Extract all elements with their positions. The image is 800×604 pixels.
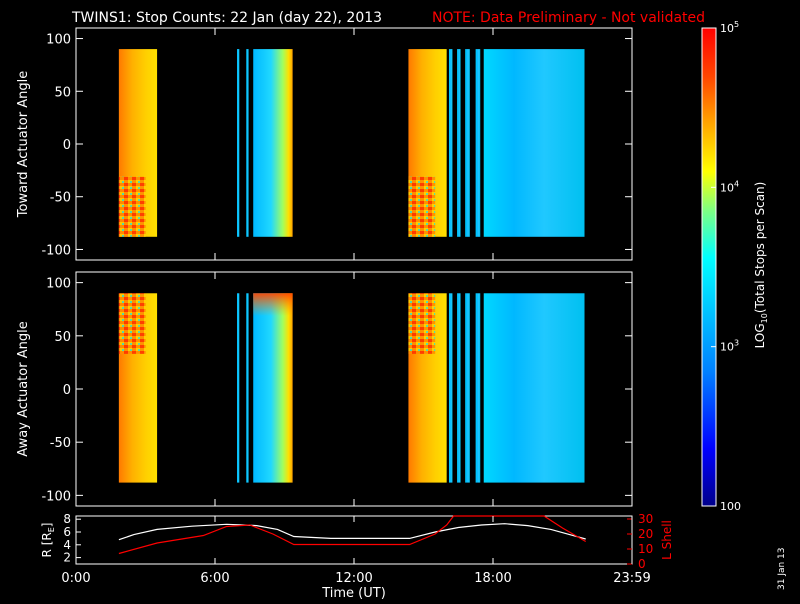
panel-away: -100 -50 0 50 100 Away Actuator Angle [16,271,633,507]
heatmap-block [246,293,249,483]
toward-axis-label: Toward Actuator Angle [16,71,31,218]
time-tick-label: 6:00 [200,571,229,586]
heatmap-block [448,293,453,483]
y-tick-label: -100 [41,243,71,258]
time-axis-label: Time (UT) [321,586,386,600]
heatmap-block [246,49,249,237]
heatmap-block [465,293,470,483]
colorbar-tick-exponent: 3 [734,339,739,348]
r-tick-label: 4 [63,538,71,552]
heatmap-block [253,293,293,483]
heatmap-block [457,293,461,483]
heatmap-block [475,293,481,483]
panel-away-yticks: -100 -50 0 50 100 [41,277,632,504]
heatmap-block [237,293,240,483]
panel-orbit-frame [75,515,633,565]
colorbar-ticks: 100 103 104 105 [711,20,741,513]
lshell-series-line [118,515,587,555]
r-tick-label: 6 [63,525,71,539]
y-tick-label: 100 [46,277,71,292]
lshell-tick-label: 20 [638,527,653,541]
lshell-tick-label: 10 [638,542,653,556]
lshell-axis-label: L Shell [660,520,674,560]
preliminary-note: NOTE: Data Preliminary - Not validated [432,10,705,26]
colorbar-tick-exponent: 4 [734,179,739,188]
y-tick-label: 50 [54,85,71,100]
r-tick-label: 8 [63,512,71,526]
time-tick-label: 18:00 [474,571,511,586]
time-tick-label: 23:59 [613,571,650,586]
heatmap-block [475,49,481,237]
panel-toward-yticks: -100 -50 0 50 100 [41,33,632,258]
colorbar-fill [701,27,717,507]
panel-orbit-xticks: 0:00 6:00 12:00 18:00 23:59 [61,516,651,586]
lshell-tick-label: 0 [638,557,646,571]
r-axis-label: R [RE] [40,523,56,558]
r-tick-label: 2 [63,551,71,565]
time-tick-label: 12:00 [335,571,372,586]
y-tick-label: -50 [50,191,71,206]
y-tick-label: -100 [41,489,71,504]
y-tick-label: 0 [63,383,71,398]
panel-away-xticks [75,272,633,506]
heatmap-block [483,49,585,237]
panel-away-blocks [118,293,585,483]
heatmap-texture [408,293,436,354]
heatmap-block [457,49,461,237]
heatmap-block [483,293,585,483]
heatmap-texture [118,176,146,237]
y-tick-label: 50 [54,330,71,345]
run-date-stamp: 31 Jan 13 [777,548,787,591]
lshell-tick-label: 30 [638,512,653,526]
y-tick-label: -50 [50,436,71,451]
panel-toward-xticks [75,28,633,260]
panel-toward-blocks [118,49,585,237]
y-tick-label: 100 [46,33,71,48]
colorbar-tick-label: 103 [720,339,739,354]
colorbar: 100 103 104 105 LOG10(Total Stops per Scan) [701,20,769,513]
time-tick-label: 0:00 [61,571,90,586]
heatmap-top-band [253,293,293,316]
heatmap-texture [118,293,146,354]
figure-title: TWINS1: Stop Counts: 22 Jan (day 22), 20… [71,10,382,26]
colorbar-tick-label: 104 [720,179,739,194]
panel-orbit-lines [118,515,587,555]
away-axis-label: Away Actuator Angle [16,321,31,456]
heatmap-block [448,49,453,237]
r-series-line [118,523,586,541]
colorbar-tick-label: 100 [720,500,741,513]
heatmap-block [465,49,470,237]
y-tick-label: 0 [63,138,71,153]
heatmap-block [253,49,293,237]
heatmap-block [237,49,240,237]
panel-toward: -100 -50 0 50 100 Toward Actuator Angle [16,27,633,261]
colorbar-tick-exponent: 5 [734,20,739,29]
colorbar-label: LOG10(Total Stops per Scan) [753,182,769,349]
colorbar-tick-label: 105 [720,20,739,35]
heatmap-texture [408,176,436,237]
